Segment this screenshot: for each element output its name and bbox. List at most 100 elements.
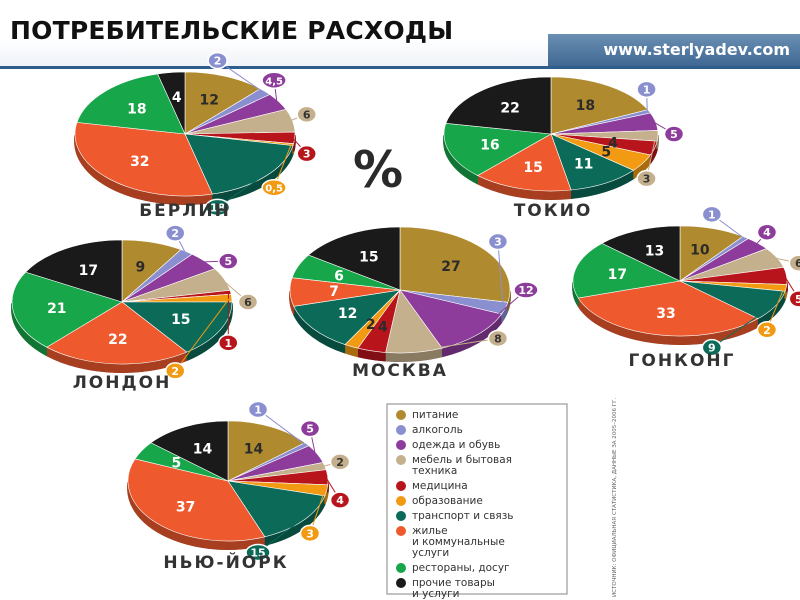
value-badge: [487, 232, 509, 251]
data-label: 13: [645, 244, 664, 260]
pie-wall-band: [477, 175, 572, 193]
callout-leader: [257, 409, 306, 446]
pie-wall-band: [385, 349, 443, 356]
pie-wall-band: [477, 177, 572, 195]
pie-wall-band: [385, 352, 443, 359]
data-label: 15: [359, 250, 378, 266]
pie-wall-band: [344, 344, 359, 350]
pie-wall-band: [656, 141, 659, 150]
pie-wall-band: [357, 353, 386, 360]
data-label: 2: [336, 456, 344, 469]
data-label: 6: [244, 296, 252, 309]
pie-slice-рестораны-досуг: [443, 122, 552, 176]
data-label: 3: [494, 236, 502, 249]
pie-wall-band: [292, 141, 296, 152]
pie-slice-транспорт-и-связь: [184, 133, 294, 195]
data-label: 6: [303, 108, 311, 121]
legend-label: жилье: [412, 525, 448, 537]
site-banner: [548, 34, 800, 66]
legend-label: рестораны, досуг: [412, 562, 510, 574]
legend-label: питание: [412, 409, 458, 421]
data-label: 4: [763, 226, 771, 239]
value-badge: [513, 281, 539, 299]
pie-wall-band: [784, 292, 788, 300]
pie-wall-band: [357, 349, 386, 356]
data-label: 22: [108, 332, 127, 348]
callout-leader: [475, 289, 527, 335]
value-badge: [788, 254, 800, 272]
pie-wall-band: [500, 310, 509, 323]
legend-label: техника: [412, 465, 457, 477]
pie-wall-band: [577, 300, 759, 340]
value-badge: [299, 524, 321, 543]
legend-label: алкоголь: [412, 424, 463, 436]
pie-slice-рестораны-досуг: [11, 271, 123, 348]
data-label: 16: [480, 138, 499, 154]
pie-wall-band: [357, 350, 386, 357]
value-badge: [261, 71, 287, 90]
value-badge: [756, 223, 778, 241]
data-label: 1: [643, 83, 651, 96]
data-label: 4: [378, 320, 388, 336]
legend: питание алкоголь одежда и обувь мебель и бы…: [386, 403, 568, 600]
legend-swatch: [396, 410, 406, 420]
data-label: 5: [306, 423, 314, 436]
pie-wall-band: [357, 355, 386, 362]
pie-wall-band: [577, 298, 759, 338]
page-title: ПОТРЕБИТЕЛЬСКИЕ РАСХОДЫ: [10, 16, 454, 45]
pie-wall-band: [292, 151, 295, 154]
legend-label: и услуги: [412, 588, 459, 600]
data-label: 6: [334, 269, 344, 285]
data-label: 0,5: [265, 184, 283, 195]
pie-wall-band: [577, 304, 759, 344]
city-name: ЛОНДОН: [73, 373, 172, 393]
pie-slice-прочие-товары-и-услуги: [25, 239, 123, 303]
pie-wall-band: [324, 492, 329, 505]
header-divider: [0, 66, 800, 69]
pie-wall-band: [477, 180, 572, 198]
data-label: 14: [193, 441, 213, 457]
pie-wall-band: [570, 174, 634, 196]
pie-wall-band: [577, 299, 759, 339]
pie-slice-жилье-и-коммунальные-услуги: [477, 133, 572, 192]
pie-wall-band: [570, 173, 634, 195]
data-label: 1: [708, 208, 716, 221]
pie-wall-band: [570, 177, 634, 199]
pie-wall-band: [344, 349, 359, 355]
site-url: www.sterlyadev.com: [603, 40, 790, 59]
legend-label: транспорт и связь: [412, 510, 513, 522]
data-label: 12: [338, 306, 357, 322]
data-label: 5: [670, 128, 678, 141]
legend-swatch: [396, 563, 406, 573]
pie-wall-band: [477, 178, 572, 196]
data-label: 5: [601, 144, 611, 160]
data-label: 12: [518, 284, 533, 297]
data-label: 10: [690, 243, 710, 259]
pie-wall-band: [46, 350, 187, 369]
pie-wall-band: [357, 348, 386, 355]
value-badge: [296, 144, 317, 163]
data-label: 17: [608, 267, 627, 283]
pie-slice-прочие-товары-и-услуги: [601, 225, 681, 282]
pie-slice-питание: [227, 420, 306, 482]
pie-slice-жилье-и-коммунальные-услуги: [46, 301, 188, 365]
legend-label: одежда и обувь: [412, 439, 500, 451]
pie-wall-band: [127, 488, 265, 550]
legend-label: и коммунальные: [412, 536, 505, 548]
pie-wall: [443, 134, 659, 200]
data-label: 5: [795, 293, 800, 306]
pie-slice-прочие-товары-и-услуги: [157, 71, 186, 135]
data-label: 14: [244, 441, 264, 457]
pie-slice-прочие-товары-и-услуги: [307, 226, 401, 291]
pie-slice-питание: [399, 226, 511, 303]
legend-swatch: [396, 440, 406, 450]
pie-slice-жилье-и-коммунальные-услуги: [74, 122, 213, 197]
legend-label: образование: [412, 495, 483, 507]
value-badge: [299, 419, 321, 438]
pie-wall-band: [477, 182, 572, 200]
legend-label: мебель и бытовая: [412, 454, 512, 466]
data-label: 2: [214, 55, 222, 68]
pie-wall-band: [577, 303, 759, 343]
pie-slice-прочие-товары-и-услуги: [445, 76, 552, 135]
